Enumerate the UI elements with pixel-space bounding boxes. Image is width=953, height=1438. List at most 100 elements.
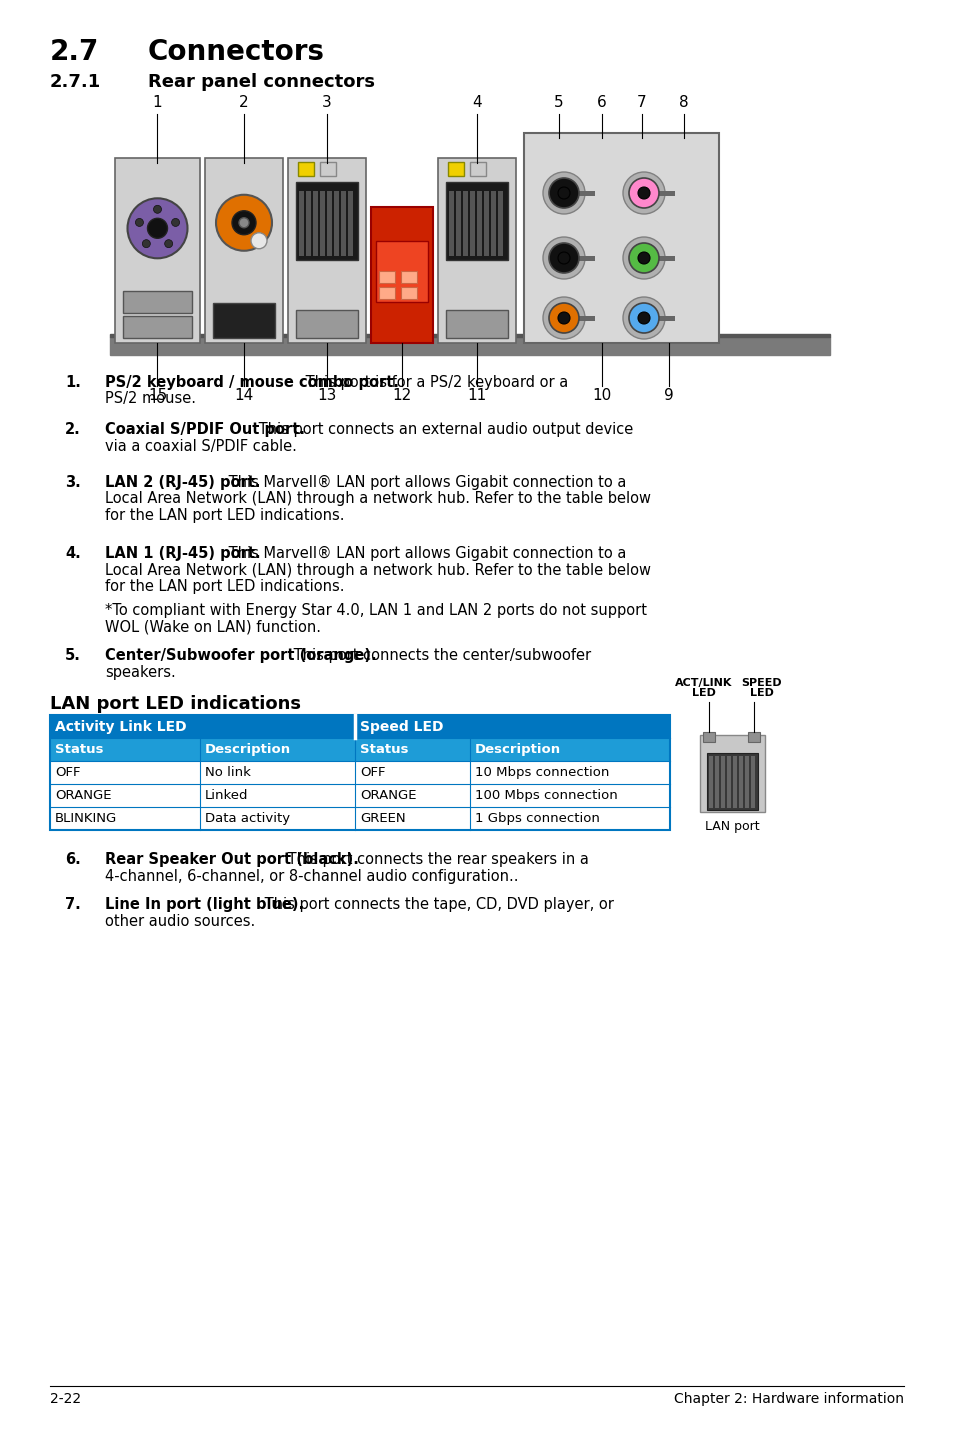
- Text: 9: 9: [663, 388, 673, 403]
- Text: Status: Status: [55, 743, 103, 756]
- Circle shape: [622, 173, 664, 214]
- Text: 6: 6: [597, 95, 606, 109]
- Text: other audio sources.: other audio sources.: [105, 913, 255, 929]
- Bar: [50, 784, 200, 807]
- Text: This port connects the center/subwoofer: This port connects the center/subwoofer: [289, 649, 591, 663]
- Bar: [739, 756, 742, 808]
- Bar: [577, 190, 595, 196]
- Bar: [319, 191, 325, 256]
- Text: PS/2 mouse.: PS/2 mouse.: [105, 391, 195, 407]
- Bar: [200, 807, 355, 830]
- Text: 1.: 1.: [65, 375, 81, 390]
- Circle shape: [548, 243, 578, 273]
- Text: LAN 2 (RJ-45) port.: LAN 2 (RJ-45) port.: [105, 475, 260, 490]
- Text: 7.: 7.: [65, 897, 81, 912]
- Bar: [744, 756, 748, 808]
- Circle shape: [628, 303, 659, 334]
- Text: for the LAN port LED indications.: for the LAN port LED indications.: [105, 508, 344, 523]
- Text: This port connects the tape, CD, DVD player, or: This port connects the tape, CD, DVD pla…: [259, 897, 613, 912]
- Bar: [714, 756, 719, 808]
- Text: 2-22: 2-22: [50, 1392, 81, 1406]
- Bar: [700, 735, 764, 812]
- Circle shape: [542, 173, 584, 214]
- Text: 2.7.1: 2.7.1: [50, 73, 101, 91]
- Bar: [706, 754, 758, 810]
- Text: LAN port: LAN port: [704, 820, 759, 833]
- Bar: [400, 288, 416, 299]
- Bar: [375, 240, 428, 302]
- Text: Description: Description: [205, 743, 291, 756]
- Text: Line In port (light blue).: Line In port (light blue).: [105, 897, 304, 912]
- Bar: [470, 738, 669, 761]
- Bar: [577, 256, 595, 260]
- Bar: [306, 191, 311, 256]
- Bar: [110, 336, 829, 355]
- Bar: [726, 756, 730, 808]
- Circle shape: [153, 206, 161, 213]
- Text: Activity Link LED: Activity Link LED: [55, 719, 187, 733]
- Bar: [476, 191, 481, 256]
- Bar: [50, 715, 669, 830]
- Circle shape: [638, 312, 649, 324]
- Text: 2.7: 2.7: [50, 37, 99, 66]
- Bar: [523, 132, 719, 344]
- Circle shape: [638, 187, 649, 198]
- Bar: [462, 191, 468, 256]
- Text: Rear panel connectors: Rear panel connectors: [148, 73, 375, 91]
- Bar: [732, 756, 737, 808]
- Text: ORANGE: ORANGE: [55, 789, 112, 802]
- Bar: [448, 162, 463, 175]
- Bar: [702, 732, 714, 742]
- Bar: [470, 162, 485, 175]
- Text: LAN port LED indications: LAN port LED indications: [50, 695, 301, 713]
- Bar: [298, 191, 304, 256]
- Bar: [50, 807, 200, 830]
- Text: 11: 11: [467, 388, 486, 403]
- Bar: [470, 191, 475, 256]
- Circle shape: [628, 243, 659, 273]
- Bar: [319, 162, 335, 175]
- Circle shape: [239, 217, 249, 227]
- Text: Local Area Network (LAN) through a network hub. Refer to the table below: Local Area Network (LAN) through a netwo…: [105, 492, 650, 506]
- Text: LED: LED: [749, 687, 773, 697]
- Bar: [115, 158, 200, 344]
- Circle shape: [558, 252, 569, 265]
- Bar: [327, 191, 332, 256]
- Text: Local Area Network (LAN) through a network hub. Refer to the table below: Local Area Network (LAN) through a netwo…: [105, 562, 650, 578]
- Text: Coaxial S/PDIF Out port.: Coaxial S/PDIF Out port.: [105, 421, 305, 437]
- Bar: [340, 191, 346, 256]
- Text: 3.: 3.: [65, 475, 81, 490]
- Text: Data activity: Data activity: [205, 812, 290, 825]
- Bar: [371, 207, 433, 344]
- Bar: [449, 191, 454, 256]
- Bar: [355, 761, 470, 784]
- Text: 10: 10: [592, 388, 611, 403]
- Text: OFF: OFF: [359, 766, 385, 779]
- Bar: [355, 807, 470, 830]
- Bar: [334, 191, 338, 256]
- Text: Status: Status: [359, 743, 408, 756]
- Text: 8: 8: [679, 95, 688, 109]
- Text: speakers.: speakers.: [105, 664, 175, 680]
- Bar: [400, 272, 416, 283]
- Bar: [497, 191, 502, 256]
- Bar: [657, 190, 675, 196]
- Bar: [470, 761, 669, 784]
- Circle shape: [622, 298, 664, 339]
- Bar: [378, 272, 395, 283]
- Text: 7: 7: [637, 95, 646, 109]
- Bar: [355, 715, 669, 738]
- Text: 4.: 4.: [65, 546, 81, 561]
- Bar: [200, 761, 355, 784]
- Circle shape: [172, 219, 179, 226]
- Text: This Marvell® LAN port allows Gigabit connection to a: This Marvell® LAN port allows Gigabit co…: [224, 546, 626, 561]
- Bar: [708, 756, 712, 808]
- Bar: [747, 732, 760, 742]
- Bar: [348, 191, 353, 256]
- Bar: [657, 256, 675, 260]
- Text: This port is for a PS/2 keyboard or a: This port is for a PS/2 keyboard or a: [301, 375, 568, 390]
- Bar: [297, 162, 314, 175]
- Circle shape: [128, 198, 188, 259]
- Circle shape: [165, 240, 172, 247]
- Text: Linked: Linked: [205, 789, 248, 802]
